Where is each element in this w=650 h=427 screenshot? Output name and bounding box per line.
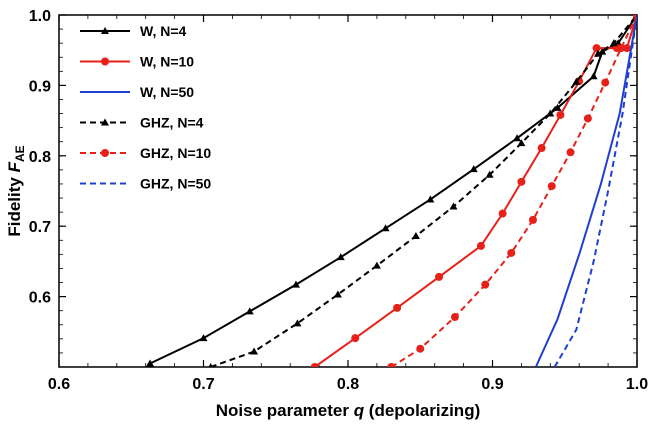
data-point <box>589 72 598 80</box>
legend-label: GHZ, N=10 <box>140 145 211 161</box>
series-w-n-50 <box>534 15 637 367</box>
data-point <box>566 148 575 157</box>
data-point <box>351 334 360 343</box>
legend-label: W, N=10 <box>140 54 194 70</box>
data-point <box>583 114 592 123</box>
data-point <box>208 363 214 367</box>
y-tick-label: 0.9 <box>29 78 51 95</box>
data-point <box>601 78 610 87</box>
legend-marker <box>101 57 109 66</box>
data-point <box>592 44 601 53</box>
series-w-n-4 <box>146 15 637 367</box>
data-point <box>528 215 537 224</box>
data-point <box>547 182 556 191</box>
x-tick-label: 0.8 <box>337 376 359 393</box>
data-point <box>310 363 319 367</box>
data-point <box>537 144 546 153</box>
x-tick-label: 1.0 <box>626 376 648 393</box>
data-point <box>336 253 345 261</box>
data-point <box>513 134 522 142</box>
data-point <box>517 177 526 186</box>
data-point <box>553 103 562 111</box>
legend-label: GHZ, N=50 <box>140 176 211 192</box>
data-point <box>393 303 402 312</box>
legend-item-w-n-10: W, N=10 <box>80 54 194 70</box>
x-tick-label: 0.6 <box>48 376 70 393</box>
series-ghz-n-10 <box>387 15 637 367</box>
series-line <box>534 15 637 367</box>
data-point <box>507 248 516 257</box>
legend-marker <box>101 149 109 157</box>
x-tick-label: 0.9 <box>481 376 503 393</box>
plot-area <box>146 15 637 367</box>
data-point <box>546 109 555 117</box>
data-point <box>572 77 581 85</box>
legend-item-ghz-n-10: GHZ, N=10 <box>80 145 211 161</box>
axis-ticks: 0.6 0.7 0.8 0.9 1.0 0.6 0.7 0.8 0.9 1.0 <box>29 8 648 393</box>
y-tick-label: 0.7 <box>29 219 51 236</box>
data-point <box>381 224 390 232</box>
series-layer <box>146 15 637 367</box>
y-tick-label: 1.0 <box>29 8 51 25</box>
data-point <box>609 39 618 47</box>
series-line <box>314 15 637 367</box>
series-ghz-n-4 <box>208 15 637 367</box>
data-point <box>435 272 444 281</box>
data-point <box>291 280 300 288</box>
data-point <box>245 307 254 315</box>
legend: W, N=4 W, N=10 W, N=50 GHZ, N=4 GHZ, N=10 GHZ… <box>80 23 211 192</box>
x-axis-label: Noise parameter q (depolarizing) <box>216 401 481 420</box>
legend-item-ghz-n-4: GHZ, N=4 <box>80 115 204 131</box>
data-point <box>556 110 565 119</box>
legend-item-w-n-50: W, N=50 <box>80 84 194 100</box>
data-point <box>481 280 490 289</box>
data-point <box>372 261 381 269</box>
legend-marker <box>101 27 109 34</box>
x-tick-label: 0.7 <box>192 376 214 393</box>
series-line <box>553 15 637 367</box>
data-point <box>146 359 155 367</box>
data-point <box>476 241 485 250</box>
data-point <box>469 165 478 173</box>
legend-item-ghz-n-50: GHZ, N=50 <box>80 176 211 192</box>
data-point <box>426 195 435 203</box>
data-point <box>333 290 342 298</box>
legend-item-w-n-4: W, N=4 <box>80 23 187 39</box>
data-point <box>485 170 494 178</box>
y-tick-label: 0.6 <box>29 290 51 307</box>
data-point <box>293 319 302 327</box>
legend-label: W, N=50 <box>140 84 194 100</box>
data-point <box>411 232 420 240</box>
data-point <box>617 44 626 53</box>
data-point <box>450 313 459 322</box>
series-line <box>390 15 637 367</box>
data-point <box>416 344 425 353</box>
data-point <box>498 209 507 218</box>
data-point <box>622 44 631 53</box>
data-point <box>387 363 396 367</box>
series-w-n-10 <box>310 15 637 367</box>
series-line <box>210 15 637 367</box>
series-ghz-n-50 <box>553 15 637 367</box>
data-point <box>593 49 602 57</box>
legend-label: W, N=4 <box>140 23 187 39</box>
legend-label: GHZ, N=4 <box>140 115 204 131</box>
data-point <box>449 202 458 210</box>
data-point <box>250 347 259 355</box>
data-point <box>517 139 526 147</box>
legend-marker <box>101 118 109 126</box>
y-tick-label: 0.8 <box>29 149 51 166</box>
data-point <box>199 334 208 342</box>
y-axis-label: Fidelity FAE <box>5 145 27 236</box>
